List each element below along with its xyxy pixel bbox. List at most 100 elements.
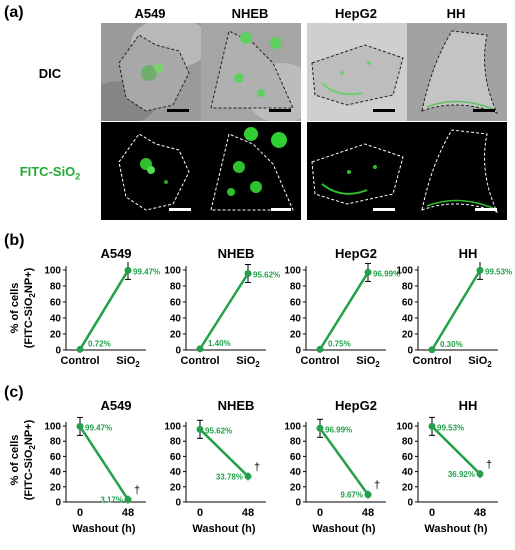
y-tick-label: 80 xyxy=(290,282,302,293)
y-tick-label: 20 xyxy=(170,330,182,341)
y-tick-label: 40 xyxy=(402,314,414,325)
data-point xyxy=(124,266,132,274)
y-tick-label: 0 xyxy=(175,346,181,357)
y-tick-label: 80 xyxy=(402,437,414,448)
y-tick-label: 100 xyxy=(396,422,413,433)
y-tick-label: 80 xyxy=(50,437,62,448)
data-point xyxy=(244,472,252,480)
y-tick-label: 100 xyxy=(44,422,61,433)
y-tick-label: 0 xyxy=(295,346,301,357)
y-tick-label: 80 xyxy=(50,282,62,293)
data-label: 95.62% xyxy=(205,426,232,435)
data-point xyxy=(476,266,484,274)
chart-b-title-hepg2: HepG2 xyxy=(335,246,377,261)
y-tick-label: 40 xyxy=(50,467,62,478)
y-tick-label: 80 xyxy=(170,437,182,448)
data-label: 0.75% xyxy=(328,339,351,348)
data-label: 96.99% xyxy=(373,269,400,278)
chart-b-1: 0 20 40 60 80 100 1.40% 95.62% * Control SiO2 xyxy=(164,262,280,369)
y-tick-label: 20 xyxy=(402,482,414,493)
x-tick-label: SiO2 xyxy=(356,355,380,369)
chart-b-title-a549: A549 xyxy=(100,246,132,261)
x-tick-label: 48 xyxy=(362,507,374,519)
y-tick-label: 40 xyxy=(170,314,182,325)
svg-text:% of cells: % of cells xyxy=(9,283,21,334)
series-line xyxy=(318,271,370,351)
panel-a-label: (a) xyxy=(4,4,24,21)
fitc-image-a549 xyxy=(101,122,201,220)
significance-marker: * xyxy=(366,262,371,263)
series-line xyxy=(430,269,482,351)
data-label: 99.47% xyxy=(133,267,160,276)
data-label: 99.53% xyxy=(485,267,512,276)
significance-marker: † xyxy=(486,459,492,471)
panel-b-ylabel: % of cells (FITC-SiO2NP+) xyxy=(9,267,37,348)
chart-c-title-nheb: NHEB xyxy=(217,398,255,413)
data-point xyxy=(244,270,252,278)
data-point xyxy=(196,345,204,353)
x-tick-label: SiO2 xyxy=(468,355,492,369)
y-tick-label: 60 xyxy=(50,298,62,309)
dic-image-nheb xyxy=(201,23,301,121)
svg-text:(FITC-SiO2NP+): (FITC-SiO2NP+) xyxy=(23,267,37,348)
panel-b-charts: 0 20 40 60 80 100 0.72% 99.47% * Control SiO2 0 20 40… xyxy=(44,262,512,369)
data-point xyxy=(364,491,372,499)
data-point xyxy=(76,345,84,353)
data-point xyxy=(428,346,436,354)
panel-b-label: (b) xyxy=(4,232,25,249)
svg-text:% of cells: % of cells xyxy=(9,435,21,486)
data-label: 1.40% xyxy=(208,339,231,348)
x-tick-label: 0 xyxy=(317,507,323,519)
data-point xyxy=(196,425,204,433)
x-tick-label: Control xyxy=(180,355,219,367)
y-tick-label: 60 xyxy=(170,298,182,309)
x-tick-label: Control xyxy=(60,355,99,367)
y-tick-label: 40 xyxy=(290,467,302,478)
y-tick-label: 20 xyxy=(50,482,62,493)
x-tick-label: 0 xyxy=(197,507,203,519)
y-tick-label: 60 xyxy=(402,298,414,309)
col-title-hh: HH xyxy=(446,6,466,21)
y-tick-label: 20 xyxy=(170,482,182,493)
x-tick-label: 48 xyxy=(122,507,134,519)
series-line xyxy=(431,425,481,475)
data-label: 0.30% xyxy=(440,340,463,349)
data-point xyxy=(476,470,484,478)
data-point xyxy=(76,422,84,430)
data-label: 3.17% xyxy=(100,496,123,505)
chart-c-title-hepg2: HepG2 xyxy=(335,398,377,413)
dic-image-hh xyxy=(407,23,507,121)
row-label-dic: DIC xyxy=(38,66,62,81)
significance-marker: † xyxy=(374,480,380,492)
y-tick-label: 60 xyxy=(170,452,182,463)
y-tick-label: 0 xyxy=(175,498,181,509)
x-tick-label: 48 xyxy=(242,507,254,519)
col-title-hepg2: HepG2 xyxy=(335,6,377,21)
series-line xyxy=(318,427,370,496)
data-point xyxy=(316,424,324,432)
panel-c-charts: 0 20 40 60 80 100 99.47% 3.17% † 0 48 Washout (h) 0 2… xyxy=(44,416,498,535)
y-tick-label: 80 xyxy=(402,282,414,293)
y-tick-label: 0 xyxy=(407,346,413,357)
chart-c-title-a549: A549 xyxy=(100,398,132,413)
x-tick-label: SiO2 xyxy=(236,355,260,369)
col-title-a549: A549 xyxy=(134,6,166,21)
y-tick-label: 0 xyxy=(407,498,413,509)
y-tick-label: 100 xyxy=(164,422,181,433)
data-label: 99.53% xyxy=(437,423,464,432)
col-title-nheb: NHEB xyxy=(231,6,269,21)
series-line xyxy=(78,425,130,501)
y-tick-label: 100 xyxy=(396,266,413,277)
chart-c-1: 0 20 40 60 80 100 95.62% 33.78% † 0 48 Washout (h) xyxy=(164,419,266,535)
x-axis-label: Washout (h) xyxy=(192,523,255,535)
y-tick-label: 60 xyxy=(290,298,302,309)
significance-marker: † xyxy=(134,485,140,497)
chart-c-0: 0 20 40 60 80 100 99.47% 3.17% † 0 48 Washout (h) xyxy=(44,416,146,535)
row-label-fitc: FITC-SiO2 xyxy=(19,164,81,182)
data-label: 95.62% xyxy=(253,271,280,280)
series-line xyxy=(198,272,250,350)
y-tick-label: 60 xyxy=(50,452,62,463)
chart-c-2: 0 20 40 60 80 100 96.99% 9.67% † 0 48 Washout (h) xyxy=(284,418,386,535)
data-point xyxy=(364,268,372,276)
significance-marker: * xyxy=(246,262,251,265)
